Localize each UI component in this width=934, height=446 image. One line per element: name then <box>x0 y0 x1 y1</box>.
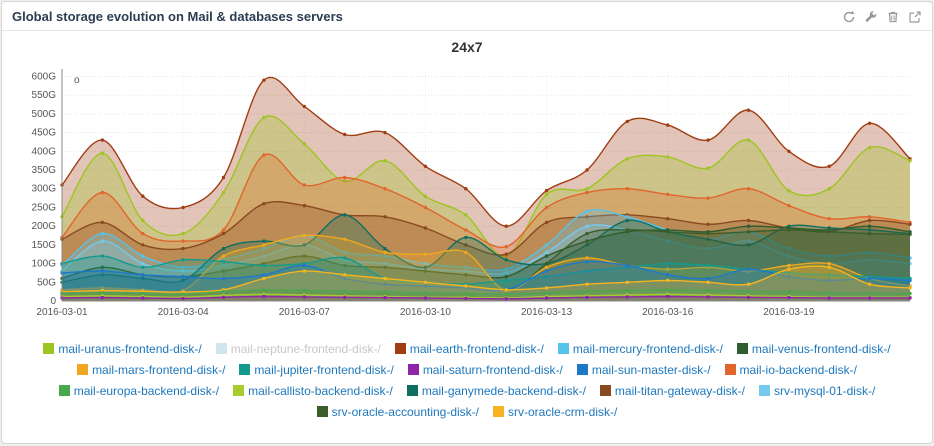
svg-text:2016-03-01: 2016-03-01 <box>36 307 88 318</box>
svg-text:2016-03-19: 2016-03-19 <box>763 307 815 318</box>
legend-label: mail-mars-frontend-disk-/ <box>92 362 226 377</box>
legend-swatch <box>724 364 736 375</box>
legend-swatch <box>233 385 245 396</box>
legend-swatch <box>758 385 770 396</box>
legend-swatch <box>599 385 611 396</box>
legend-swatch <box>406 385 418 396</box>
legend-label: srv-mysql-01-disk-/ <box>773 383 876 398</box>
svg-text:2016-03-13: 2016-03-13 <box>521 307 573 318</box>
legend-swatch <box>407 364 419 375</box>
widget-header: Global storage evolution on Mail & datab… <box>2 2 932 31</box>
svg-text:2016-03-16: 2016-03-16 <box>642 307 694 318</box>
svg-text:2016-03-10: 2016-03-10 <box>400 307 452 318</box>
legend-swatch <box>43 343 55 354</box>
legend-item-mail-mercury-frontend-disk[interactable]: mail-mercury-frontend-disk-/ <box>557 341 723 356</box>
legend-label: mail-ganymede-backend-disk-/ <box>421 383 586 398</box>
widget-title: Global storage evolution on Mail & datab… <box>12 9 343 24</box>
legend-label: mail-uranus-frontend-disk-/ <box>58 341 202 356</box>
svg-text:300G: 300G <box>32 184 57 195</box>
svg-text:150G: 150G <box>32 240 57 251</box>
refresh-icon <box>842 10 856 24</box>
delete-button[interactable] <box>885 9 900 24</box>
legend-label: mail-earth-frontend-disk-/ <box>409 341 544 356</box>
legend-swatch <box>316 406 328 417</box>
external-link-button[interactable] <box>907 9 922 24</box>
legend-swatch <box>58 385 70 396</box>
legend-swatch <box>215 343 227 354</box>
legend-label: mail-saturn-frontend-disk-/ <box>422 362 563 377</box>
legend-label: mail-neptune-frontend-disk-/ <box>230 341 381 356</box>
widget-toolbar <box>841 9 922 24</box>
chart-area: 0 50G 100G 150G 200G 250G 300G 350G 400G 450G 500G… <box>12 59 922 332</box>
legend-label: mail-sun-master-disk-/ <box>591 362 711 377</box>
legend-item-mail-titan-gateway-disk[interactable]: mail-titan-gateway-disk-/ <box>599 383 745 398</box>
legend-item-mail-earth-frontend-disk[interactable]: mail-earth-frontend-disk-/ <box>394 341 544 356</box>
svg-text:2016-03-04: 2016-03-04 <box>158 307 210 318</box>
legend-row: mail-uranus-frontend-disk-/ mail-neptune-… <box>2 338 932 359</box>
chart-title: 24x7 <box>451 39 483 55</box>
svg-text:600G: 600G <box>32 71 57 82</box>
svg-text:100G: 100G <box>32 259 57 270</box>
svg-text:250G: 250G <box>32 202 57 213</box>
storage-evolution-chart[interactable]: 0 50G 100G 150G 200G 250G 300G 350G 400G 450G 500G… <box>12 59 922 327</box>
svg-text:50G: 50G <box>37 277 56 288</box>
chart-legend: mail-uranus-frontend-disk-/ mail-neptune-… <box>2 338 932 422</box>
legend-swatch <box>239 364 251 375</box>
svg-text:2016-03-07: 2016-03-07 <box>279 307 331 318</box>
legend-label: mail-jupiter-frontend-disk-/ <box>254 362 394 377</box>
svg-text:400G: 400G <box>32 146 57 157</box>
legend-item-mail-mars-frontend-disk[interactable]: mail-mars-frontend-disk-/ <box>77 363 225 377</box>
svg-text:450G: 450G <box>32 128 57 139</box>
legend-swatch <box>493 406 505 417</box>
legend-swatch <box>736 343 748 354</box>
legend-label: srv-oracle-accounting-disk-/ <box>331 404 480 419</box>
wrench-icon <box>864 10 878 24</box>
legend-swatch <box>77 364 89 375</box>
legend-item-mail-sun-master-disk[interactable]: mail-sun-master-disk-/ <box>576 362 711 377</box>
legend-item-mail-venus-frontend-disk[interactable]: mail-venus-frontend-disk-/ <box>736 341 891 356</box>
legend-item-mail-uranus-frontend-disk[interactable]: mail-uranus-frontend-disk-/ <box>43 341 202 356</box>
legend-row: mail-mars-frontend-disk-/ mail-jupiter-fr… <box>2 359 932 380</box>
svg-text:0: 0 <box>50 296 56 307</box>
legend-swatch <box>557 343 569 354</box>
legend-item-mail-neptune-frontend-disk[interactable]: mail-neptune-frontend-disk-/ <box>215 341 381 356</box>
legend-label: mail-europa-backend-disk-/ <box>73 383 220 398</box>
legend-item-srv-oracle-crm-disk[interactable]: srv-oracle-crm-disk-/ <box>493 405 617 419</box>
settings-button[interactable] <box>863 9 878 24</box>
legend-label: srv-oracle-crm-disk-/ <box>508 404 618 419</box>
legend-item-mail-europa-backend-disk[interactable]: mail-europa-backend-disk-/ <box>58 383 220 398</box>
svg-text:550G: 550G <box>32 90 57 101</box>
legend-item-mail-io-backend-disk[interactable]: mail-io-backend-disk-/ <box>724 362 857 377</box>
svg-text:200G: 200G <box>32 221 57 232</box>
svg-text:500G: 500G <box>32 109 57 120</box>
legend-swatch <box>576 364 588 375</box>
svg-text:o: o <box>74 75 80 86</box>
legend-row: srv-oracle-accounting-disk-/ srv-oracle-c… <box>2 401 932 422</box>
legend-item-mail-callisto-backend-disk[interactable]: mail-callisto-backend-disk-/ <box>233 384 393 398</box>
legend-item-srv-mysql-01-disk[interactable]: srv-mysql-01-disk-/ <box>758 383 876 398</box>
legend-row: mail-europa-backend-disk-/ mail-callisto-… <box>2 380 932 401</box>
external-link-icon <box>908 10 922 24</box>
legend-swatch <box>394 343 406 354</box>
trash-icon <box>886 10 900 24</box>
legend-item-mail-saturn-frontend-disk[interactable]: mail-saturn-frontend-disk-/ <box>407 362 563 377</box>
legend-item-mail-jupiter-frontend-disk[interactable]: mail-jupiter-frontend-disk-/ <box>239 362 394 377</box>
legend-item-mail-ganymede-backend-disk[interactable]: mail-ganymede-backend-disk-/ <box>406 383 586 398</box>
legend-label: mail-mercury-frontend-disk-/ <box>572 341 723 356</box>
svg-text:350G: 350G <box>32 165 57 176</box>
legend-item-srv-oracle-accounting-disk[interactable]: srv-oracle-accounting-disk-/ <box>316 404 480 419</box>
refresh-button[interactable] <box>841 9 856 24</box>
legend-label: mail-io-backend-disk-/ <box>739 362 857 377</box>
legend-label: mail-venus-frontend-disk-/ <box>751 341 891 356</box>
legend-label: mail-callisto-backend-disk-/ <box>248 383 393 398</box>
legend-label: mail-titan-gateway-disk-/ <box>614 383 745 398</box>
